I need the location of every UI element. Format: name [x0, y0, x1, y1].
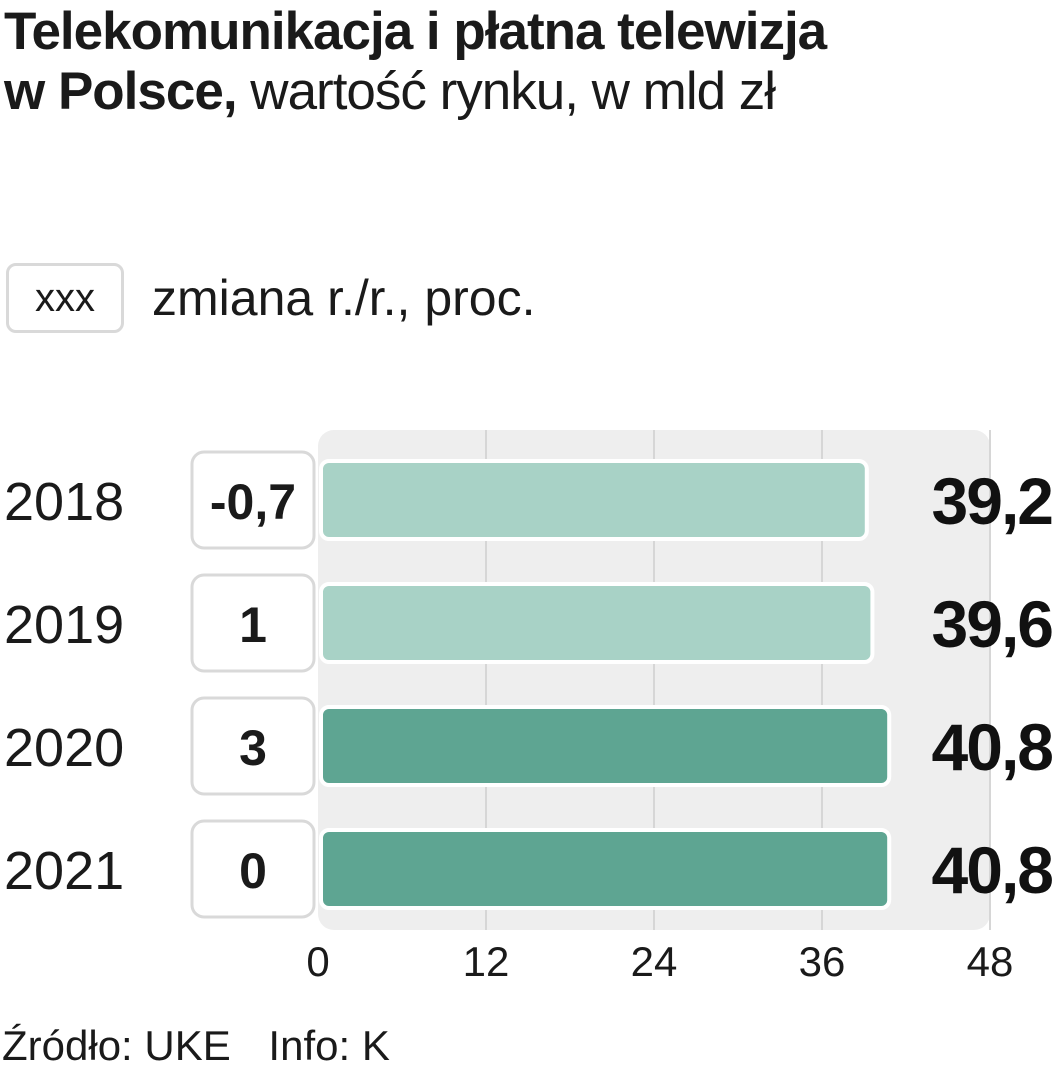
source-text: Źródło: UKE	[2, 1022, 231, 1069]
change-value: -0,7	[210, 474, 296, 530]
value-label: 39,2	[932, 464, 1053, 538]
year-label: 2021	[4, 841, 124, 901]
year-label: 2020	[4, 718, 124, 778]
value-label: 40,8	[932, 710, 1053, 784]
legend-label: zmiana r./r., proc.	[152, 270, 536, 326]
bar-chart: 2018 -0,7 39,2 2019 1 39,6 2020 3 40,8 2021 0 40,8 0…	[4, 430, 1054, 985]
legend-box: xxx	[6, 263, 124, 333]
change-box	[190, 573, 316, 673]
title-line-1: Telekomunikacja i płatna telewizja	[4, 2, 827, 61]
x-tick-label: 0	[306, 938, 329, 985]
bar	[319, 459, 869, 541]
legend: xxx zmiana r./r., proc.	[6, 262, 535, 334]
change-value: 0	[239, 843, 267, 899]
change-value: 1	[239, 597, 267, 653]
bar	[319, 582, 875, 664]
x-tick-label: 12	[463, 938, 510, 985]
footer: Źródło: UKE Info: K	[2, 1022, 390, 1070]
x-tick-label: 24	[631, 938, 678, 985]
title-light-part: wartość rynku, w mld zł	[250, 62, 776, 121]
info-text: Info: K	[268, 1022, 390, 1069]
change-box	[190, 450, 316, 550]
year-label: 2018	[4, 472, 124, 532]
bar	[319, 705, 892, 787]
value-label: 39,6	[932, 587, 1053, 661]
year-label: 2019	[4, 595, 124, 655]
x-tick-label: 48	[967, 938, 1014, 985]
change-box	[190, 696, 316, 796]
x-tick-label: 36	[799, 938, 846, 985]
bar	[319, 828, 892, 910]
value-label: 40,8	[932, 833, 1053, 907]
chart-title: Telekomunikacja i płatna telewizja w Pol…	[4, 2, 1054, 122]
change-box	[190, 819, 316, 919]
change-value: 3	[239, 720, 267, 776]
title-bold-part: w Polsce,	[4, 62, 238, 121]
title-line-2: w Polsce, wartość rynku, w mld zł	[4, 62, 1054, 122]
